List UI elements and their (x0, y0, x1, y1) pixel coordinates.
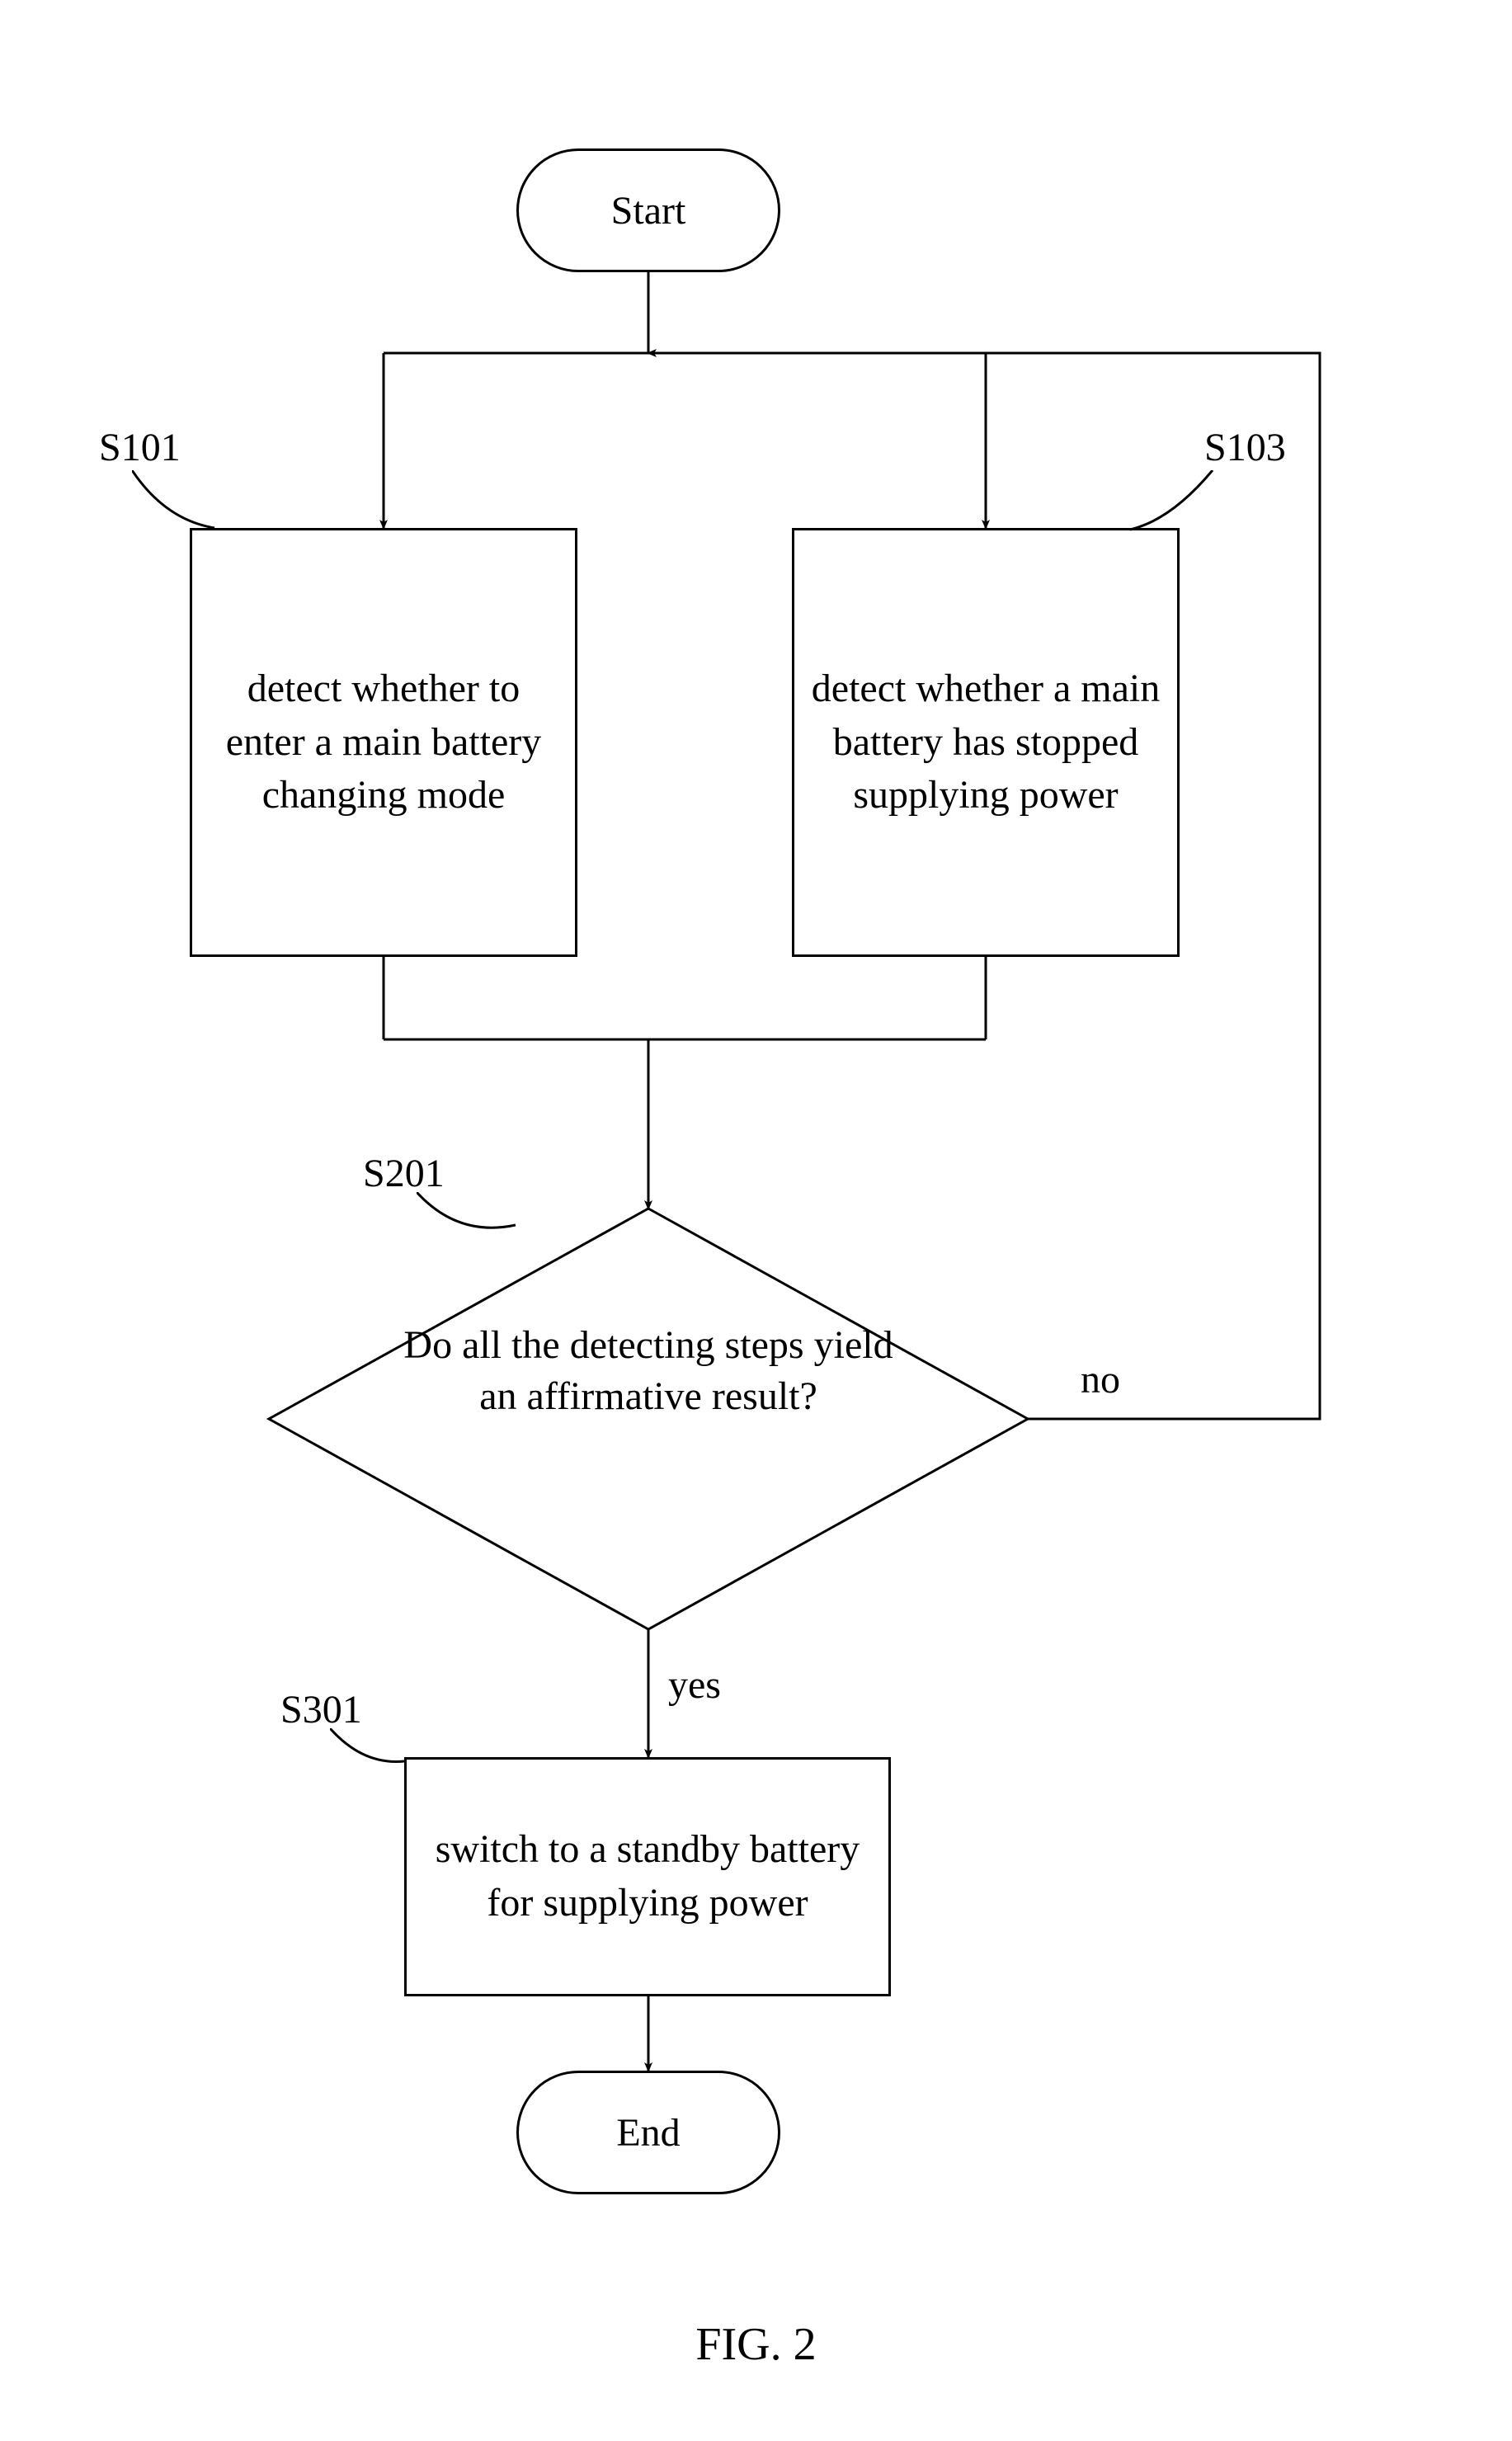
figure-label: FIG. 2 (0, 2318, 1512, 2371)
process-s103: detect whether a main battery has stoppe… (792, 528, 1180, 957)
label-no: no (1081, 1357, 1120, 1402)
start-label: Start (611, 188, 686, 233)
decision-s201-text: Do all the detecting steps yield an affi… (401, 1320, 896, 1423)
process-s301: switch to a standby battery for supplyin… (404, 1757, 891, 1996)
flowchart-canvas: Start detect whether to enter a main bat… (0, 0, 1512, 2441)
callout-s201 (417, 1192, 532, 1250)
start-node: Start (516, 148, 780, 272)
process-s101: detect whether to enter a main battery c… (190, 528, 577, 957)
connectors-svg (0, 0, 1512, 2441)
label-s301: S301 (280, 1687, 362, 1732)
label-yes: yes (668, 1662, 721, 1708)
end-node: End (516, 2071, 780, 2194)
label-s201: S201 (363, 1151, 445, 1196)
process-s103-text: detect whether a main battery has stoppe… (811, 662, 1161, 822)
process-s101-text: detect whether to enter a main battery c… (209, 662, 558, 822)
label-s103: S103 (1204, 425, 1286, 470)
end-label: End (616, 2110, 680, 2156)
label-s101: S101 (99, 425, 181, 470)
process-s301-text: switch to a standby battery for supplyin… (423, 1823, 872, 1930)
